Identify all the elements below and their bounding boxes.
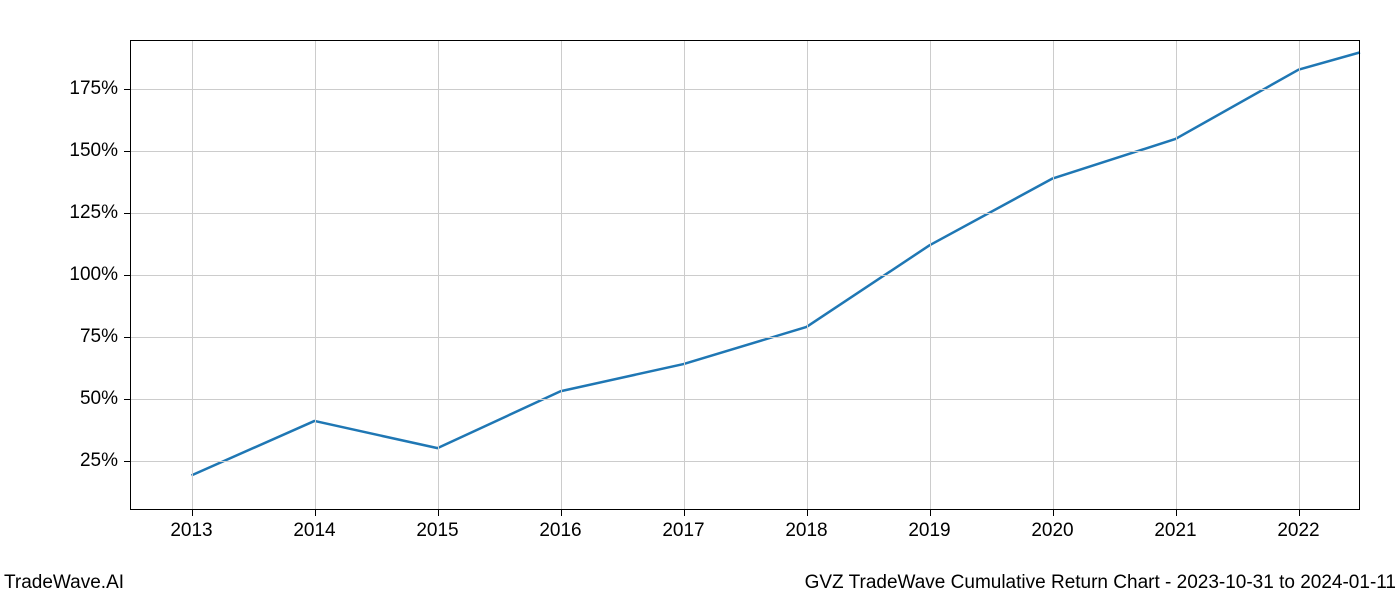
x-tick-mark	[561, 510, 562, 516]
x-tick-label: 2013	[170, 520, 212, 542]
x-tick-label: 2014	[293, 520, 335, 542]
axis-spine-top	[130, 40, 1360, 41]
x-tick-mark	[684, 510, 685, 516]
grid-line-vertical	[438, 40, 439, 510]
footer-left-brand: TradeWave.AI	[4, 572, 124, 594]
grid-line-vertical	[930, 40, 931, 510]
x-tick-mark	[1053, 510, 1054, 516]
axis-spine-right	[1359, 40, 1360, 510]
y-tick-label: 75%	[80, 326, 118, 348]
y-tick-label: 125%	[69, 202, 118, 224]
chart-container: TradeWave.AI GVZ TradeWave Cumulative Re…	[0, 0, 1400, 600]
grid-line-vertical	[1053, 40, 1054, 510]
grid-line-vertical	[561, 40, 562, 510]
x-tick-mark	[192, 510, 193, 516]
x-tick-label: 2016	[539, 520, 581, 542]
x-tick-label: 2021	[1154, 520, 1196, 542]
grid-line-vertical	[684, 40, 685, 510]
grid-line-vertical	[315, 40, 316, 510]
x-tick-label: 2020	[1031, 520, 1073, 542]
x-tick-mark	[807, 510, 808, 516]
return-line	[192, 52, 1361, 475]
x-tick-mark	[930, 510, 931, 516]
x-tick-label: 2017	[662, 520, 704, 542]
x-tick-label: 2018	[785, 520, 827, 542]
x-tick-label: 2022	[1277, 520, 1319, 542]
grid-line-vertical	[1299, 40, 1300, 510]
axis-spine-left	[130, 40, 131, 510]
y-tick-mark	[124, 151, 130, 152]
y-tick-mark	[124, 461, 130, 462]
y-tick-label: 175%	[69, 78, 118, 100]
y-tick-mark	[124, 89, 130, 90]
y-tick-label: 150%	[69, 140, 118, 162]
y-tick-mark	[124, 399, 130, 400]
grid-line-vertical	[192, 40, 193, 510]
x-tick-label: 2015	[416, 520, 458, 542]
footer-right-caption: GVZ TradeWave Cumulative Return Chart - …	[805, 572, 1396, 594]
plot-area	[130, 40, 1360, 510]
x-tick-mark	[438, 510, 439, 516]
y-tick-label: 100%	[69, 264, 118, 286]
grid-line-vertical	[807, 40, 808, 510]
y-tick-mark	[124, 337, 130, 338]
x-tick-label: 2019	[908, 520, 950, 542]
y-tick-mark	[124, 213, 130, 214]
y-tick-label: 50%	[80, 388, 118, 410]
x-tick-mark	[315, 510, 316, 516]
grid-line-vertical	[1176, 40, 1177, 510]
y-tick-label: 25%	[80, 450, 118, 472]
x-tick-mark	[1299, 510, 1300, 516]
x-tick-mark	[1176, 510, 1177, 516]
y-tick-mark	[124, 275, 130, 276]
